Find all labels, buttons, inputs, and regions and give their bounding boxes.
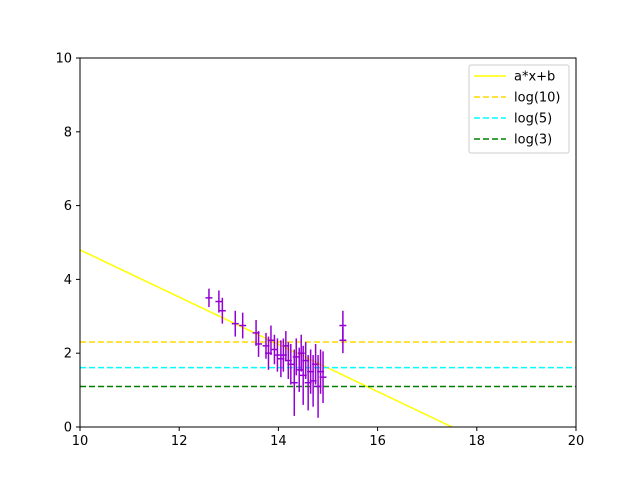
- y-tick-label: 6: [64, 199, 72, 214]
- data-point: [273, 338, 281, 372]
- x-tick-label: 12: [171, 434, 188, 449]
- x-tick-label: 20: [568, 434, 585, 449]
- x-axis: 10 12 14 16 18 20: [72, 427, 585, 449]
- x-tick-label: 10: [72, 434, 89, 449]
- plot-area: [80, 249, 576, 427]
- data-point: [205, 288, 213, 308]
- data-point: [287, 343, 295, 385]
- y-tick-label: 0: [64, 421, 72, 436]
- legend-box: [468, 64, 570, 154]
- legend-label-log3: log(3): [514, 133, 552, 148]
- y-tick-label: 8: [64, 125, 72, 140]
- data-point: [255, 331, 263, 357]
- data-point: [218, 297, 226, 324]
- x-tick-label: 16: [369, 434, 386, 449]
- x-tick-label: 14: [270, 434, 287, 449]
- data-point: [215, 290, 223, 313]
- y-tick-label: 10: [55, 52, 72, 67]
- data-point: [239, 312, 247, 339]
- data-point: [231, 310, 239, 337]
- legend-label-fit: a*x+b: [514, 70, 555, 85]
- legend-label-log5: log(5): [514, 112, 552, 127]
- data-point: [339, 327, 347, 354]
- y-tick-label: 2: [64, 347, 72, 362]
- y-tick-label: 4: [64, 273, 72, 288]
- legend-label-log10: log(10): [514, 91, 561, 106]
- data-point: [319, 351, 327, 404]
- legend: a*x+b log(10) log(5) log(3): [468, 64, 570, 154]
- axes-frame: [79, 57, 577, 428]
- data-point: [290, 349, 298, 416]
- y-axis: 0 2 4 6 8 10: [55, 52, 80, 436]
- x-tick-label: 18: [469, 434, 486, 449]
